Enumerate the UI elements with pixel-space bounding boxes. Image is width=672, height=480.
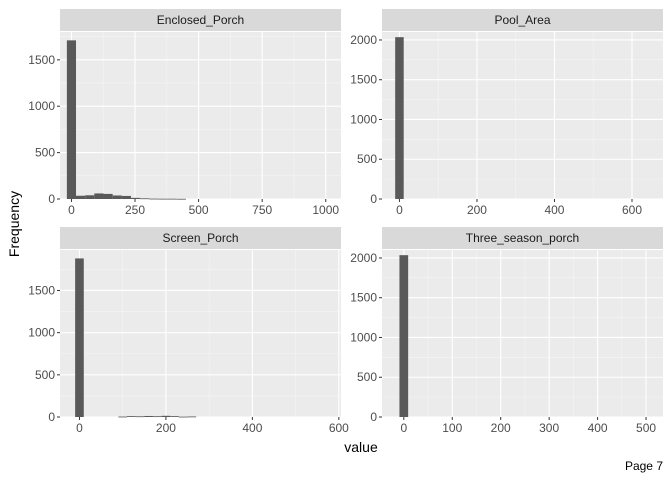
panel-background <box>382 32 663 199</box>
y-tick-label: 1000 <box>350 330 377 344</box>
x-tick-label: 600 <box>329 421 349 435</box>
histogram-bar <box>121 195 131 199</box>
y-tick-label: 1500 <box>350 73 377 87</box>
x-tick-label: 0 <box>400 421 407 435</box>
x-tick-label: 200 <box>467 203 487 217</box>
histogram-bar <box>395 37 404 199</box>
y-tick-label: 0 <box>370 192 377 206</box>
histogram-bar <box>144 415 153 417</box>
facet-strip-label: Pool_Area <box>494 13 550 27</box>
histogram-bar <box>187 416 197 418</box>
histogram-bar <box>152 416 162 418</box>
panel-background <box>60 32 341 199</box>
x-tick-label: 400 <box>588 421 608 435</box>
x-tick-label: 400 <box>544 203 564 217</box>
y-tick-label: 2000 <box>350 251 377 265</box>
facet-three-season-porch: Three_season_porch 0 100 200 300 400 500 0 500 10… <box>350 227 663 435</box>
y-tick-label: 0 <box>48 410 55 424</box>
histogram-bar <box>66 40 77 199</box>
histogram-bar <box>135 416 145 418</box>
facet-enclosed-porch: Enclosed_Porch 0 250 500 750 1000 0 500 1000 1500 <box>28 9 341 217</box>
x-tick-label: 200 <box>156 421 176 435</box>
facet-strip <box>382 9 663 31</box>
y-tick-label: 500 <box>357 152 377 166</box>
histogram-bar <box>94 193 104 199</box>
y-axis-title: Frequency <box>6 191 22 257</box>
y-tick-label: 1000 <box>350 112 377 126</box>
facet-pool-area: Pool_Area 0 200 400 600 0 500 1000 1500 2000 <box>350 9 663 217</box>
histogram-bar <box>167 198 177 200</box>
facet-strip-label: Enclosed_Porch <box>157 13 244 27</box>
histogram-bar <box>85 195 95 199</box>
x-tick-label: 750 <box>252 203 272 217</box>
page-number-label: Page 7 <box>624 459 663 473</box>
facet-strip <box>382 227 663 249</box>
x-tick-label: 0 <box>76 421 83 435</box>
facet-strip <box>60 227 341 249</box>
histogram-bar <box>112 195 122 199</box>
histogram-bar <box>76 195 86 199</box>
histogram-bar <box>75 258 84 417</box>
y-tick-label: 1500 <box>28 283 55 297</box>
facet-strip-label: Three_season_porch <box>466 231 579 245</box>
histogram-bar <box>149 198 159 200</box>
y-tick-label: 500 <box>35 368 55 382</box>
y-tick-label: 1000 <box>28 99 55 113</box>
y-tick-label: 1500 <box>350 291 377 305</box>
histogram-bar <box>399 255 409 417</box>
facet-strip <box>60 9 341 31</box>
x-tick-label: 200 <box>491 421 511 435</box>
x-axis-title: value <box>344 439 378 455</box>
x-tick-label: 500 <box>189 203 209 217</box>
histogram-bar <box>140 198 150 200</box>
y-tick-label: 500 <box>357 370 377 384</box>
histogram-bar <box>170 416 179 417</box>
x-tick-label: 100 <box>442 421 462 435</box>
histogram-bar <box>158 198 168 200</box>
histogram-bar <box>118 416 128 418</box>
y-tick-label: 1500 <box>28 53 55 67</box>
panel-background <box>382 250 663 417</box>
x-tick-label: 0 <box>68 203 75 217</box>
x-tick-label: 1000 <box>312 203 339 217</box>
y-tick-label: 2000 <box>350 33 377 47</box>
y-tick-label: 0 <box>370 410 377 424</box>
panel-background <box>60 250 341 417</box>
x-tick-label: 300 <box>539 421 559 435</box>
x-tick-label: 500 <box>636 421 656 435</box>
histogram-bar <box>103 193 113 199</box>
x-tick-label: 0 <box>396 203 403 217</box>
y-tick-label: 0 <box>48 192 55 206</box>
x-tick-label: 400 <box>242 421 262 435</box>
facet-strip-label: Screen_Porch <box>162 231 238 245</box>
histogram-bar <box>130 197 141 199</box>
x-tick-label: 250 <box>125 203 145 217</box>
facet-screen-porch: Screen_Porch 0 200 400 600 0 500 1000 1500 <box>28 227 349 435</box>
histogram-bar <box>161 415 171 417</box>
histogram-bar <box>176 198 186 200</box>
x-tick-label: 600 <box>622 203 642 217</box>
histogram-bar <box>127 416 136 417</box>
histogram-bar <box>178 416 188 418</box>
y-tick-label: 1000 <box>28 326 55 340</box>
y-tick-label: 500 <box>35 146 55 160</box>
